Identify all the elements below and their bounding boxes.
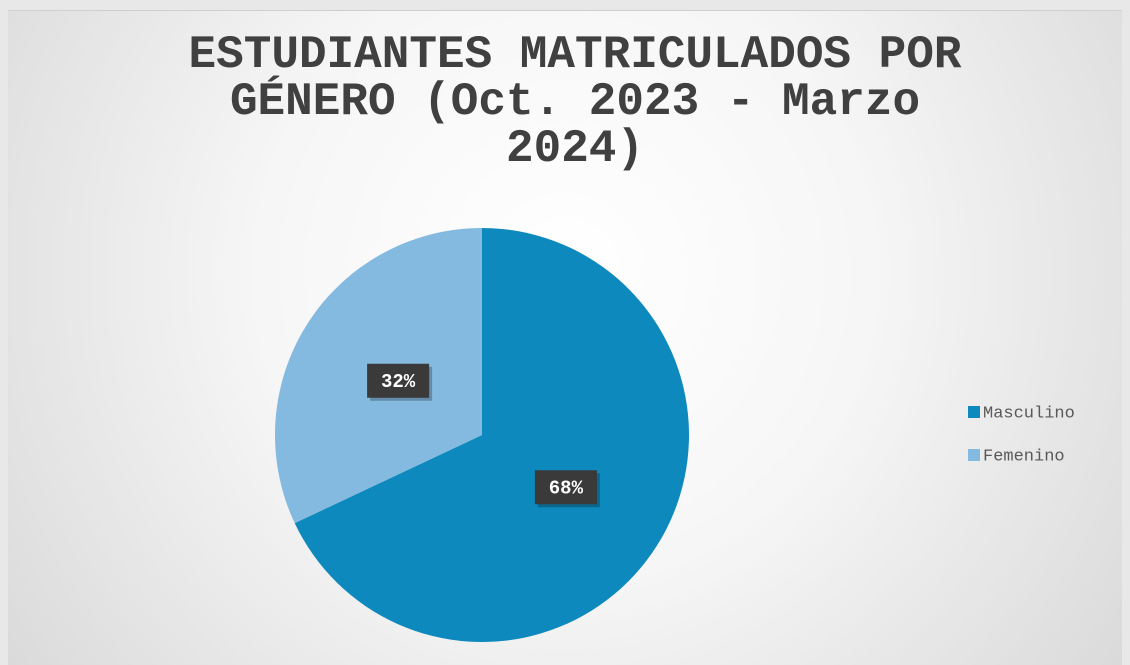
legend-swatch (968, 449, 980, 461)
legend-label: Masculino (983, 404, 1075, 423)
chart-title: ESTUDIANTES MATRICULADOS POR GÉNERO (Oct… (188, 29, 962, 175)
data-label-box (534, 470, 597, 505)
data-label: 32% (381, 371, 416, 393)
legend-swatch (968, 406, 980, 418)
data-label-box (367, 363, 430, 398)
pie-slice (294, 228, 690, 642)
legend-label: Femenino (983, 447, 1065, 466)
data-label: 68% (549, 477, 584, 499)
